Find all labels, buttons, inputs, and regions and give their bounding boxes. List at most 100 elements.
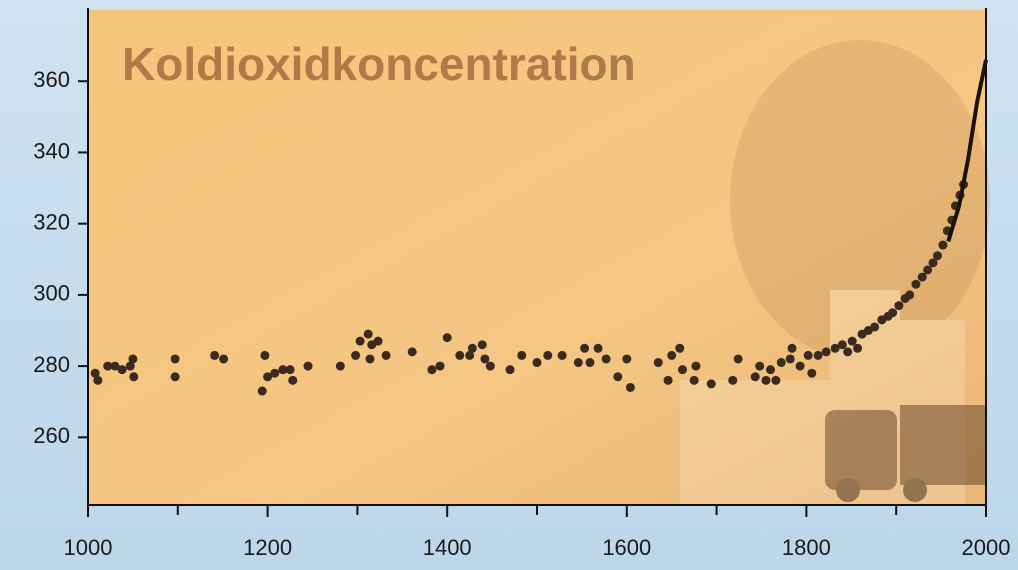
x-tick-label: 1600 (602, 535, 651, 560)
marks (90, 59, 988, 396)
data-point (260, 350, 270, 360)
data-point (93, 375, 103, 385)
data-point (365, 354, 375, 364)
data-point (285, 365, 295, 375)
data-point (90, 368, 100, 378)
data-point (170, 372, 180, 382)
data-point (532, 358, 542, 368)
y-tick-label: 300 (33, 281, 70, 306)
data-point (837, 340, 847, 350)
data-point (923, 265, 933, 275)
data-point (706, 379, 716, 389)
x-tick-label: 1800 (782, 535, 831, 560)
data-point (129, 372, 139, 382)
data-point (625, 382, 635, 392)
data-point (505, 365, 515, 375)
data-point (270, 368, 280, 378)
data-point (911, 279, 921, 289)
data-point (288, 375, 298, 385)
data-point (110, 361, 120, 371)
data-point (803, 350, 813, 360)
data-point (303, 361, 313, 371)
data-point (480, 354, 490, 364)
data-point (573, 358, 583, 368)
data-point (435, 361, 445, 371)
data-point (771, 375, 781, 385)
data-point (689, 375, 699, 385)
data-point (807, 368, 817, 378)
x-tick-label: 2000 (962, 535, 1011, 560)
data-point (677, 365, 687, 375)
data-point (917, 272, 927, 282)
data-point (765, 365, 775, 375)
data-point (257, 386, 267, 396)
truck-illustration (825, 405, 986, 502)
data-point (750, 372, 760, 382)
data-point (928, 258, 938, 268)
data-point (128, 354, 138, 364)
data-point (517, 350, 527, 360)
data-point (894, 301, 904, 311)
data-point (667, 350, 677, 360)
data-point (335, 361, 345, 371)
data-point (170, 354, 180, 364)
data-point (543, 350, 553, 360)
data-point (847, 336, 857, 346)
data-point (785, 354, 795, 364)
data-point (585, 358, 595, 368)
data-point (853, 343, 863, 353)
data-point (263, 372, 273, 382)
data-point (776, 358, 786, 368)
data-point (477, 340, 487, 350)
data-point (467, 343, 477, 353)
data-point (427, 365, 437, 375)
data-point (733, 354, 743, 364)
x-tick-label: 1200 (243, 535, 292, 560)
data-point (888, 308, 898, 318)
data-point (728, 375, 738, 385)
data-point (795, 361, 805, 371)
data-point (465, 350, 475, 360)
data-point (870, 322, 880, 332)
data-point (830, 343, 840, 353)
data-point (663, 375, 673, 385)
data-point (813, 350, 823, 360)
data-point (601, 354, 611, 364)
data-point (485, 361, 495, 371)
data-point (117, 365, 127, 375)
data-point (905, 290, 915, 300)
data-point (351, 350, 361, 360)
data-point (593, 343, 603, 353)
x-tick-label: 1000 (64, 535, 113, 560)
data-point (363, 329, 373, 339)
y-tick-label: 360 (33, 67, 70, 92)
data-point (843, 347, 853, 357)
data-point (933, 251, 943, 261)
data-point (622, 354, 632, 364)
data-point (675, 343, 685, 353)
data-point (821, 347, 831, 357)
data-line (946, 59, 988, 243)
data-point (103, 361, 113, 371)
y-tick-label: 260 (33, 423, 70, 448)
data-point (787, 343, 797, 353)
data-point (580, 343, 590, 353)
data-point (761, 375, 771, 385)
data-point (381, 350, 391, 360)
y-tick-label: 280 (33, 352, 70, 377)
data-point (125, 361, 135, 371)
y-tick-label: 340 (33, 138, 70, 163)
data-point (455, 350, 465, 360)
y-tick-label: 320 (33, 209, 70, 234)
data-point (373, 336, 383, 346)
chart-title: Koldioxidkoncentration (122, 38, 636, 90)
data-point (210, 350, 220, 360)
x-tick-label: 1400 (423, 535, 472, 560)
data-point (938, 240, 948, 250)
data-point (691, 361, 701, 371)
data-point (613, 372, 623, 382)
data-point (653, 358, 663, 368)
data-point (278, 365, 288, 375)
